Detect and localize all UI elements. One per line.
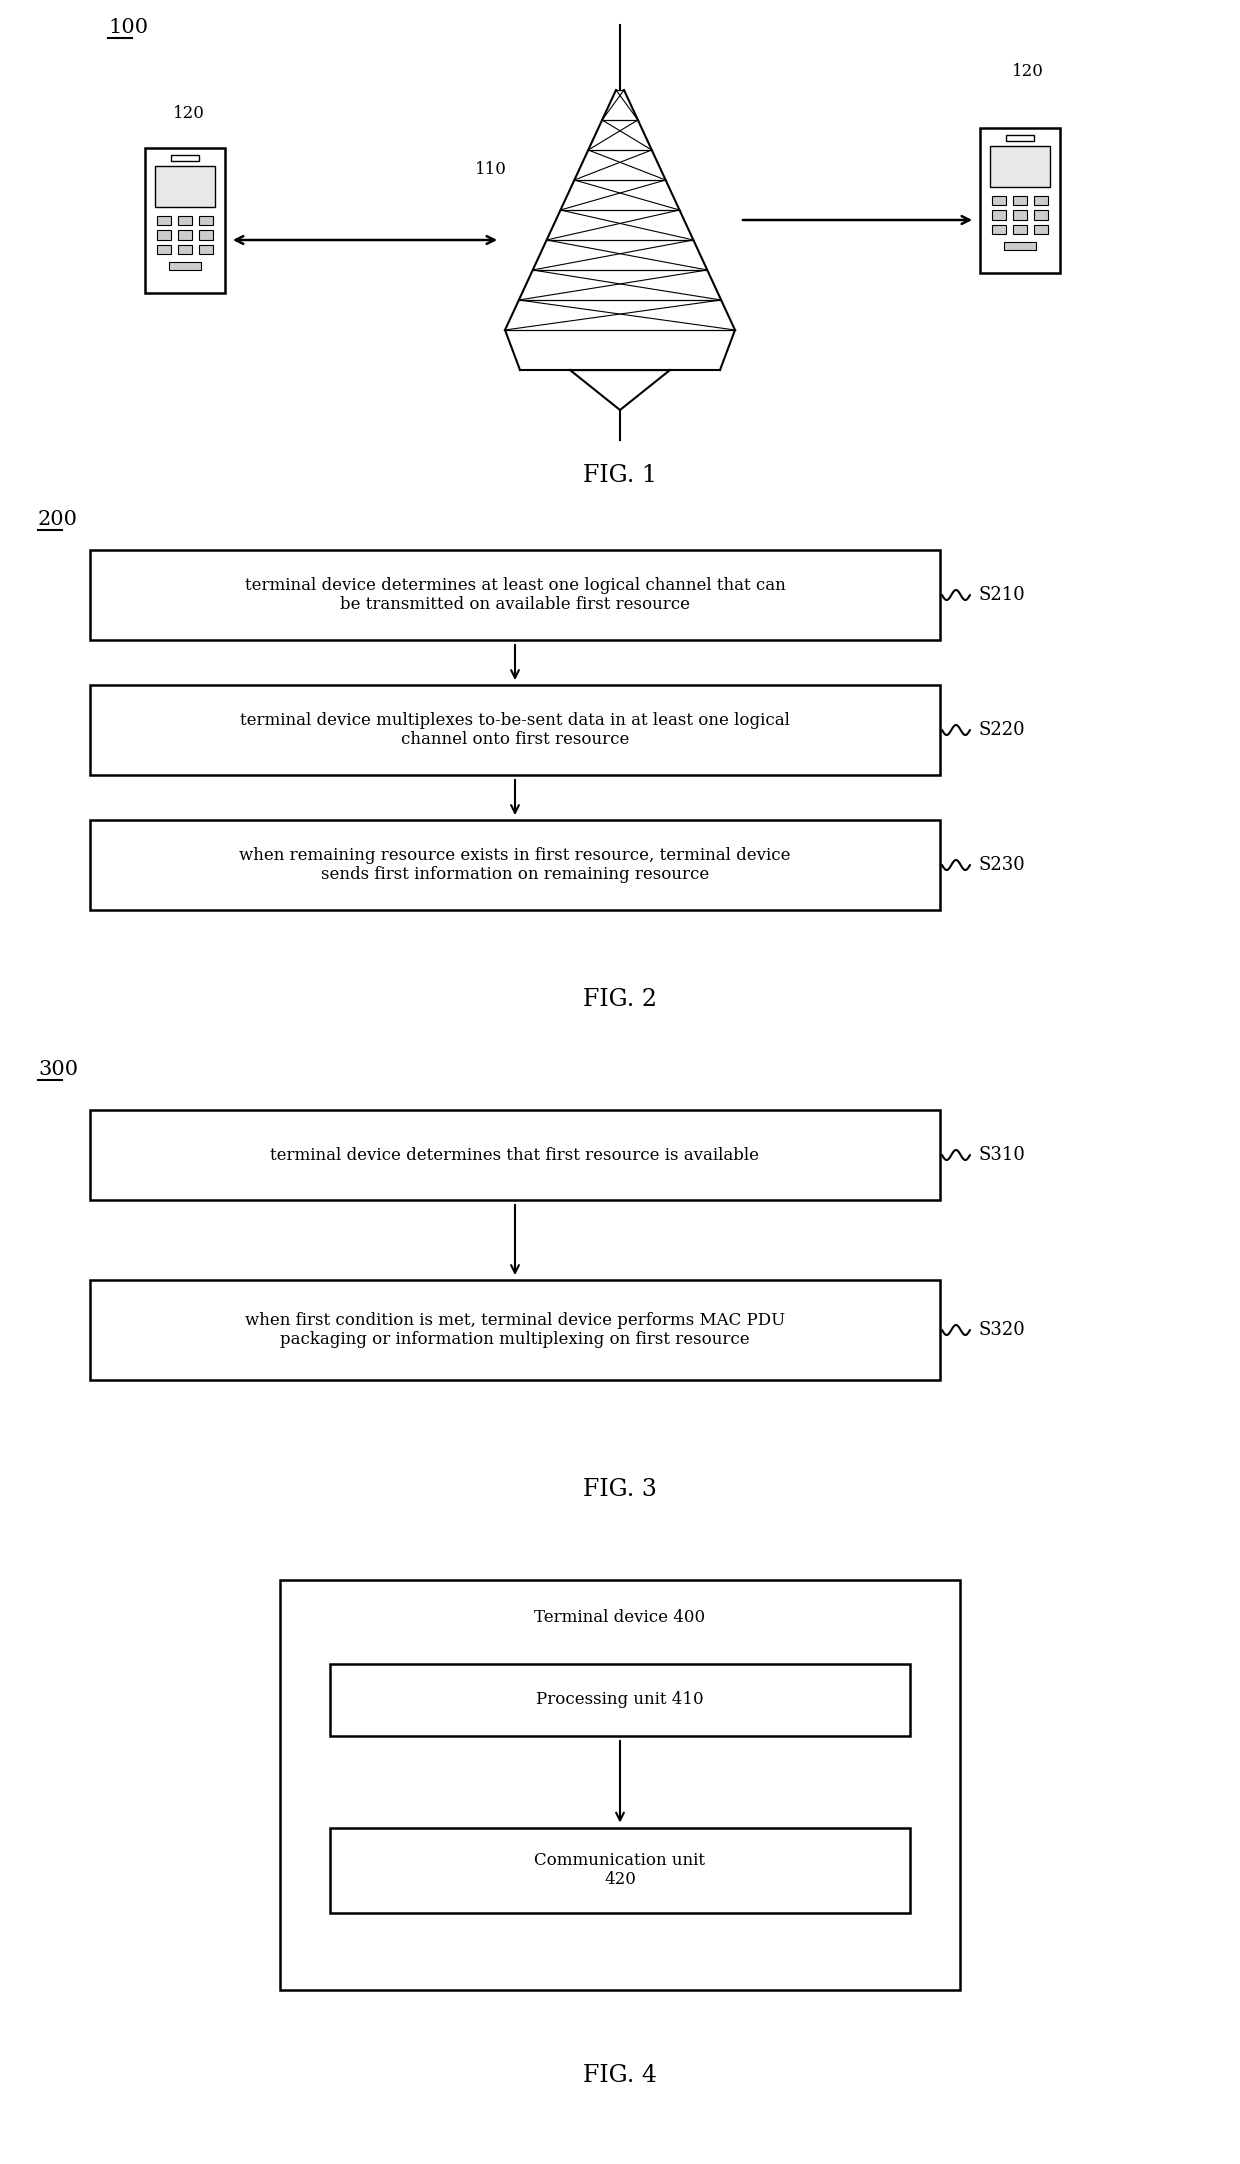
Bar	[91, 1279, 940, 1381]
Bar	[1013, 225, 1027, 234]
Text: S210: S210	[978, 586, 1024, 604]
Text: 200: 200	[38, 511, 78, 528]
Bar	[157, 245, 171, 253]
Bar	[145, 147, 224, 292]
Text: Processing unit 410: Processing unit 410	[536, 1692, 704, 1710]
Text: 300: 300	[38, 1060, 78, 1080]
Text: terminal device determines at least one logical channel that can
be transmitted : terminal device determines at least one …	[244, 576, 785, 612]
Bar	[992, 195, 1007, 206]
Bar	[280, 1580, 960, 1991]
Bar	[1034, 195, 1048, 206]
Bar	[177, 216, 192, 225]
Bar	[198, 229, 213, 240]
Text: FIG. 2: FIG. 2	[583, 989, 657, 1011]
Bar	[1004, 242, 1035, 251]
Bar	[155, 167, 215, 208]
Text: S310: S310	[978, 1147, 1025, 1164]
Text: 100: 100	[108, 17, 148, 37]
Text: terminal device multiplexes to-be-sent data in at least one logical
channel onto: terminal device multiplexes to-be-sent d…	[241, 712, 790, 749]
Bar	[157, 216, 171, 225]
Bar	[330, 1829, 910, 1913]
Bar	[91, 550, 940, 641]
Text: FIG. 3: FIG. 3	[583, 1478, 657, 1502]
Bar	[198, 216, 213, 225]
Text: when first condition is met, terminal device performs MAC PDU
packaging or infor: when first condition is met, terminal de…	[246, 1311, 785, 1348]
Text: 120: 120	[174, 106, 205, 123]
Bar	[177, 229, 192, 240]
Text: terminal device determines that first resource is available: terminal device determines that first re…	[270, 1147, 759, 1164]
Bar	[330, 1664, 910, 1736]
Bar	[992, 210, 1007, 219]
Text: when remaining resource exists in first resource, terminal device
sends first in: when remaining resource exists in first …	[239, 846, 791, 883]
Text: Terminal device 400: Terminal device 400	[534, 1610, 706, 1627]
Bar	[980, 128, 1060, 273]
Bar	[990, 147, 1050, 186]
Bar	[1034, 210, 1048, 219]
Bar	[91, 820, 940, 911]
Text: Communication unit
420: Communication unit 420	[534, 1852, 706, 1889]
Bar	[992, 225, 1007, 234]
Bar	[198, 245, 213, 253]
Text: S230: S230	[978, 857, 1024, 874]
Text: 110: 110	[475, 162, 507, 177]
Bar	[1013, 210, 1027, 219]
Text: FIG. 4: FIG. 4	[583, 2064, 657, 2086]
Bar	[1006, 134, 1034, 141]
Text: S220: S220	[978, 721, 1024, 738]
Bar	[1034, 225, 1048, 234]
Text: S320: S320	[978, 1320, 1024, 1340]
Bar	[177, 245, 192, 253]
Text: FIG. 1: FIG. 1	[583, 463, 657, 487]
Bar	[1013, 195, 1027, 206]
Bar	[171, 156, 198, 160]
Bar	[91, 686, 940, 775]
Bar	[91, 1110, 940, 1201]
Bar	[157, 229, 171, 240]
Text: 120: 120	[1012, 63, 1044, 80]
Bar	[169, 262, 201, 270]
